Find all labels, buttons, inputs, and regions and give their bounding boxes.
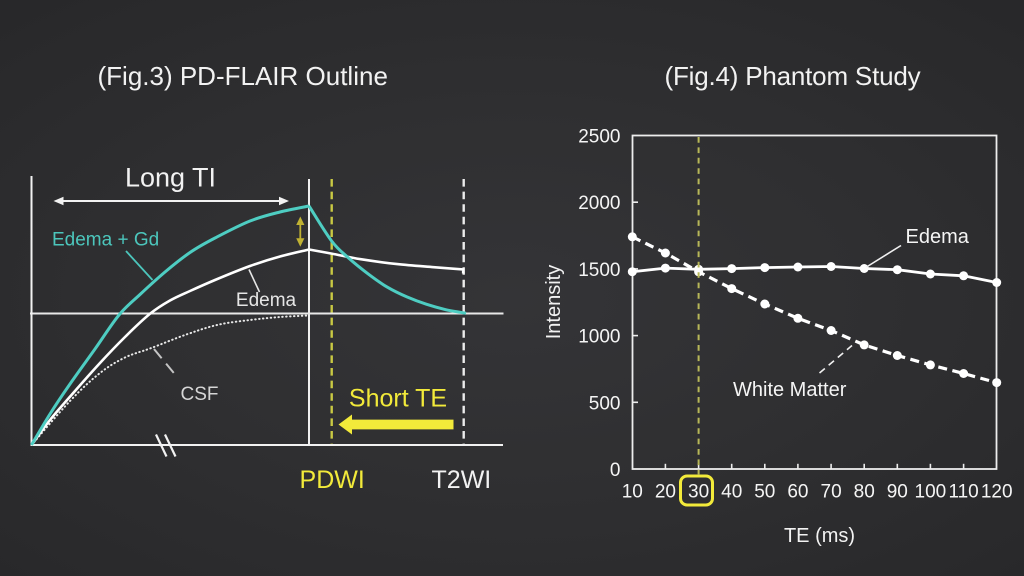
svg-text:CSF: CSF	[181, 384, 219, 405]
svg-text:100: 100	[915, 482, 947, 503]
svg-text:50: 50	[754, 482, 775, 503]
svg-text:60: 60	[787, 482, 808, 503]
svg-text:White Matter: White Matter	[733, 379, 847, 401]
svg-text:Edema: Edema	[236, 290, 297, 311]
svg-text:T2WI: T2WI	[432, 466, 492, 494]
svg-text:Edema + Gd: Edema + Gd	[52, 230, 159, 251]
svg-text:0: 0	[610, 460, 621, 481]
svg-text:10: 10	[622, 482, 643, 503]
svg-text:1000: 1000	[578, 327, 620, 348]
svg-text:110: 110	[948, 482, 978, 503]
svg-text:Intensity: Intensity	[543, 265, 565, 339]
svg-text:40: 40	[721, 482, 742, 503]
svg-text:2000: 2000	[578, 193, 620, 214]
svg-text:(Fig.4) Phantom Study: (Fig.4) Phantom Study	[665, 61, 921, 91]
svg-text:90: 90	[887, 482, 908, 503]
svg-text:Edema: Edema	[906, 226, 970, 248]
svg-text:1500: 1500	[578, 260, 620, 281]
svg-text:120: 120	[981, 482, 1013, 503]
svg-text:70: 70	[821, 482, 842, 503]
svg-text:Short TE: Short TE	[349, 385, 447, 413]
svg-text:TE (ms): TE (ms)	[784, 525, 855, 547]
svg-text:2500: 2500	[578, 127, 620, 148]
svg-text:80: 80	[854, 482, 875, 503]
svg-text:500: 500	[589, 393, 621, 414]
svg-text:20: 20	[655, 482, 676, 503]
svg-text:Long TI: Long TI	[125, 163, 216, 193]
svg-text:(Fig.3) PD-FLAIR Outline: (Fig.3) PD-FLAIR Outline	[98, 61, 388, 91]
svg-text:PDWI: PDWI	[300, 466, 365, 494]
svg-text:30: 30	[688, 482, 709, 503]
